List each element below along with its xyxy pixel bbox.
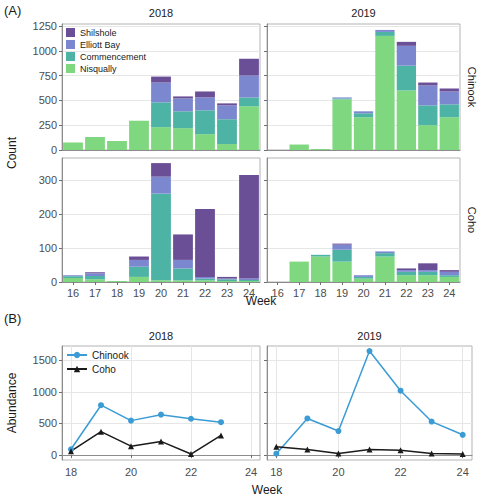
svg-text:1250: 1250	[33, 20, 57, 32]
svg-text:0: 0	[51, 449, 57, 461]
svg-text:18: 18	[314, 287, 326, 299]
svg-text:20: 20	[332, 466, 344, 478]
svg-text:Chinook: Chinook	[466, 67, 478, 108]
svg-text:Elliott Bay: Elliott Bay	[80, 40, 121, 50]
svg-text:20: 20	[125, 466, 137, 478]
svg-text:2019: 2019	[357, 330, 381, 342]
svg-text:19: 19	[133, 287, 145, 299]
svg-text:500: 500	[39, 94, 57, 106]
svg-text:23: 23	[422, 287, 434, 299]
svg-text:500: 500	[39, 417, 57, 429]
svg-text:24: 24	[457, 466, 469, 478]
svg-text:Commencement: Commencement	[80, 52, 147, 62]
svg-text:21: 21	[379, 287, 391, 299]
svg-text:Shilshole: Shilshole	[80, 28, 117, 38]
svg-text:22: 22	[185, 466, 197, 478]
svg-text:Chinook: Chinook	[92, 350, 130, 361]
svg-text:Coho: Coho	[466, 207, 478, 233]
svg-text:22: 22	[199, 287, 211, 299]
svg-text:17: 17	[89, 287, 101, 299]
svg-text:18: 18	[65, 466, 77, 478]
svg-text:1000: 1000	[33, 386, 57, 398]
svg-text:750: 750	[39, 70, 57, 82]
svg-text:24: 24	[245, 466, 257, 478]
svg-text:1500: 1500	[33, 354, 57, 366]
svg-text:19: 19	[336, 287, 348, 299]
svg-text:200: 200	[39, 208, 57, 220]
svg-text:(B): (B)	[4, 311, 21, 326]
svg-text:(A): (A)	[4, 3, 21, 18]
svg-text:2018: 2018	[149, 330, 173, 342]
svg-text:Week: Week	[246, 294, 277, 308]
svg-text:100: 100	[39, 242, 57, 254]
svg-text:24: 24	[443, 287, 455, 299]
svg-text:1000: 1000	[33, 45, 57, 57]
svg-text:17: 17	[293, 287, 305, 299]
svg-text:21: 21	[177, 287, 189, 299]
svg-text:18: 18	[270, 466, 282, 478]
svg-text:Week: Week	[252, 483, 283, 497]
svg-text:16: 16	[271, 286, 284, 299]
svg-text:2018: 2018	[149, 7, 173, 19]
svg-text:Count: Count	[5, 136, 19, 169]
svg-text:22: 22	[400, 287, 412, 299]
svg-text:18: 18	[111, 287, 123, 299]
svg-text:300: 300	[39, 174, 57, 186]
svg-text:250: 250	[39, 119, 57, 131]
svg-text:0: 0	[51, 144, 57, 156]
svg-text:16: 16	[67, 287, 79, 299]
svg-text:Coho: Coho	[92, 364, 116, 375]
svg-text:24: 24	[242, 286, 256, 299]
svg-text:Nisqually: Nisqually	[80, 64, 117, 74]
svg-text:Abundance: Abundance	[5, 372, 19, 433]
svg-text:20: 20	[155, 287, 167, 299]
svg-text:23: 23	[221, 287, 233, 299]
svg-text:22: 22	[394, 466, 406, 478]
svg-text:0: 0	[51, 276, 57, 288]
svg-text:2019: 2019	[351, 7, 375, 19]
svg-text:20: 20	[357, 287, 369, 299]
